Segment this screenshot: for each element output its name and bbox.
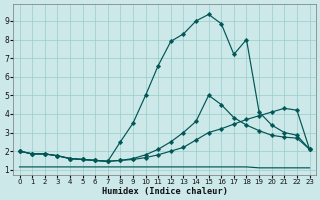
X-axis label: Humidex (Indice chaleur): Humidex (Indice chaleur)	[101, 187, 228, 196]
